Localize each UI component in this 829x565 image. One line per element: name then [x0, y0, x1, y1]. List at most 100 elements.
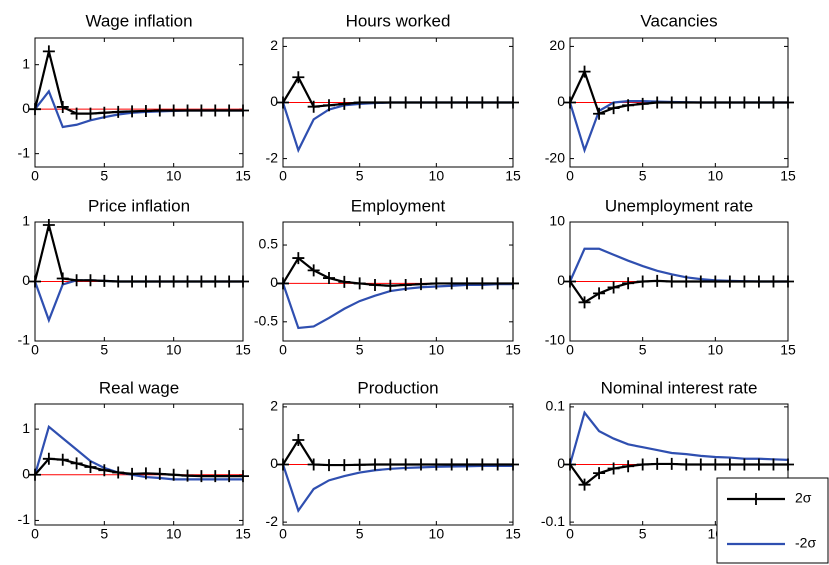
marker — [70, 457, 83, 470]
y-tick-label: 1 — [22, 55, 30, 71]
x-tick-label: 15 — [505, 526, 521, 542]
marker — [738, 96, 751, 109]
marker — [384, 458, 397, 471]
marker — [430, 96, 443, 109]
marker — [694, 275, 707, 288]
y-tick-label: 0 — [557, 272, 565, 288]
series-line — [282, 437, 513, 467]
y-tick-label: 2 — [270, 37, 278, 53]
marker — [292, 71, 305, 84]
marker — [56, 453, 69, 466]
marker — [139, 275, 152, 288]
marker — [353, 96, 366, 109]
x-tick-label: 0 — [31, 342, 39, 358]
marker — [323, 272, 335, 285]
marker — [507, 458, 519, 471]
marker — [29, 103, 41, 116]
x-tick-label: 15 — [235, 168, 251, 184]
marker — [338, 97, 351, 110]
y-tick-label: 10 — [549, 213, 565, 229]
marker — [752, 458, 765, 471]
marker — [476, 458, 489, 471]
marker — [98, 274, 111, 287]
x-tick-label: 10 — [429, 342, 445, 358]
series-line — [33, 279, 243, 324]
marker — [209, 104, 222, 117]
marker — [369, 278, 381, 291]
marker — [277, 458, 289, 471]
x-tick-label: 15 — [235, 526, 251, 542]
x-tick-label: 10 — [429, 526, 445, 542]
x-tick-label: 0 — [279, 342, 287, 358]
marker — [578, 65, 591, 78]
marker — [181, 104, 194, 117]
marker — [782, 96, 794, 109]
marker — [782, 275, 794, 288]
x-tick-label: 15 — [780, 342, 796, 358]
series-line — [568, 247, 788, 283]
x-tick-label: 0 — [31, 526, 39, 542]
marker — [636, 97, 649, 110]
marker — [292, 434, 305, 447]
x-tick-label: 10 — [429, 168, 445, 184]
subplot: Employment-0.500.50 5 10 15 — [254, 196, 521, 357]
y-tick-label: 2 — [270, 398, 278, 414]
y-tick-label: 0.1 — [546, 398, 566, 414]
marker — [307, 100, 320, 113]
x-tick-label: 15 — [780, 168, 796, 184]
y-tick-label: -1 — [18, 511, 31, 527]
marker — [181, 275, 194, 288]
marker — [461, 277, 473, 290]
marker — [237, 275, 249, 288]
y-tick-label: 1 — [22, 420, 30, 436]
marker — [680, 458, 693, 471]
marker — [112, 466, 125, 479]
marker — [42, 452, 55, 465]
marker — [665, 275, 678, 288]
marker — [353, 458, 366, 471]
series-line — [568, 99, 788, 154]
series-line — [34, 457, 243, 478]
marker — [223, 275, 236, 288]
marker — [399, 458, 412, 471]
marker — [607, 281, 620, 294]
y-tick-label: -2 — [266, 513, 279, 529]
marker — [195, 470, 208, 483]
marker — [578, 296, 591, 309]
marker — [369, 458, 381, 471]
y-tick-label: -2 — [266, 149, 279, 165]
marker — [195, 104, 208, 117]
legend-label: -2σ — [795, 535, 816, 551]
subplot-title: Wage inflation — [85, 11, 192, 30]
marker — [70, 274, 83, 287]
marker — [491, 96, 504, 109]
marker — [195, 275, 208, 288]
marker — [353, 277, 366, 290]
x-tick-label: 0 — [566, 342, 574, 358]
marker — [338, 275, 351, 288]
marker — [564, 96, 576, 109]
marker — [738, 458, 751, 471]
marker — [29, 275, 41, 288]
subplot-title: Employment — [351, 196, 446, 215]
marker — [622, 99, 635, 112]
x-tick-label: 0 — [566, 526, 574, 542]
marker — [277, 277, 289, 290]
marker — [636, 458, 649, 471]
marker — [167, 275, 180, 288]
marker — [507, 277, 519, 290]
x-tick-label: 5 — [639, 168, 647, 184]
marker — [223, 470, 236, 483]
marker — [476, 277, 489, 290]
marker — [42, 45, 55, 58]
series-line — [282, 256, 513, 287]
marker — [445, 277, 458, 290]
x-tick-label: 5 — [100, 168, 108, 184]
marker — [307, 458, 320, 471]
